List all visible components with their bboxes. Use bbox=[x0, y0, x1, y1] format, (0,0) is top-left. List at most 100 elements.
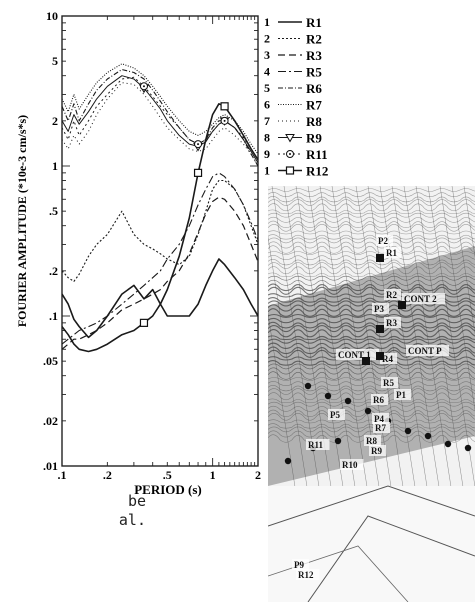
map-station-dot bbox=[444, 440, 452, 448]
map-label: CONT 1 bbox=[338, 350, 371, 360]
legend-number: 9 bbox=[264, 147, 270, 161]
map-control-marker bbox=[362, 357, 370, 365]
y-tick-label: .05 bbox=[43, 354, 58, 368]
legend-number: 3 bbox=[264, 48, 270, 62]
series-line-r8 bbox=[62, 82, 258, 167]
series-line-r12 bbox=[62, 103, 258, 353]
map-contour-line bbox=[268, 224, 475, 232]
legend-label: R5 bbox=[306, 65, 322, 80]
legend-number: 7 bbox=[264, 114, 270, 128]
map-label-bg bbox=[369, 445, 386, 456]
map-label: P3 bbox=[374, 304, 384, 314]
legend-label: R2 bbox=[306, 32, 322, 47]
caption-fragment-2: al. bbox=[118, 511, 146, 529]
map-label: P5 bbox=[330, 410, 340, 420]
legend-label: R6 bbox=[306, 81, 322, 96]
plot-frame bbox=[61, 15, 259, 467]
map-station-dot bbox=[344, 397, 352, 405]
map-contour-line bbox=[268, 313, 475, 319]
map-contour-line bbox=[268, 272, 475, 277]
map-label-bg bbox=[373, 422, 390, 433]
map-contour-line bbox=[268, 262, 475, 269]
legend-number: 2 bbox=[264, 32, 270, 46]
map-contour-line bbox=[268, 245, 475, 254]
x-tick-label: 2 bbox=[255, 468, 261, 482]
y-tick-label: .5 bbox=[49, 204, 58, 218]
map-street bbox=[319, 186, 371, 507]
map-station-dot bbox=[304, 382, 312, 390]
map-contour-line bbox=[268, 196, 475, 203]
map-control-marker bbox=[398, 301, 406, 309]
map-contour-line bbox=[268, 251, 475, 255]
legend-marker-r11-dot bbox=[289, 153, 291, 155]
map-label: P4 bbox=[374, 414, 384, 424]
map-label-bg bbox=[336, 349, 379, 360]
map-station-dot bbox=[404, 427, 412, 435]
y-tick-label: 2 bbox=[52, 114, 58, 128]
map-contour-line bbox=[268, 192, 475, 197]
map-lower-area bbox=[268, 486, 475, 602]
map-label-bg bbox=[394, 389, 411, 400]
map-street bbox=[439, 186, 475, 412]
map-contour-line bbox=[268, 212, 475, 218]
map-street bbox=[451, 186, 475, 335]
map-station-dot bbox=[324, 392, 332, 400]
caption-fragment-1: be bbox=[127, 492, 146, 510]
map-contour-line bbox=[268, 286, 475, 295]
y-tick-label: .2 bbox=[49, 264, 58, 278]
legend-label: R1 bbox=[306, 15, 322, 30]
map-label-bg bbox=[384, 247, 401, 258]
map-contour-line bbox=[268, 259, 475, 266]
legend-number: 8 bbox=[264, 131, 270, 145]
series-line-r6 bbox=[62, 68, 258, 167]
map-label-bg bbox=[381, 377, 398, 388]
map-control-marker bbox=[376, 352, 384, 360]
map-label-bg bbox=[372, 413, 389, 424]
map-label: R8 bbox=[366, 436, 377, 446]
map-label-bg bbox=[328, 409, 345, 420]
legend-label: R7 bbox=[306, 98, 322, 113]
series-marker-r11-dot bbox=[223, 119, 226, 122]
map-label: R3 bbox=[386, 318, 397, 328]
map-urban-area bbox=[268, 246, 475, 486]
series-line-r11 bbox=[62, 76, 258, 161]
map-label: R9 bbox=[371, 446, 382, 456]
map-label-bg bbox=[371, 394, 388, 405]
series-marker-r11-dot bbox=[197, 143, 200, 146]
map-station-dot bbox=[334, 437, 342, 445]
map-label: R1 bbox=[386, 248, 397, 258]
y-tick-label: .02 bbox=[43, 414, 58, 428]
map-contour-line bbox=[268, 377, 475, 381]
map-contour-line bbox=[268, 188, 475, 192]
map-label: CONT 2 bbox=[404, 294, 437, 304]
map-contour-line bbox=[268, 283, 475, 292]
legend-label: R12 bbox=[306, 164, 328, 179]
map-street bbox=[307, 186, 359, 507]
map-label-bg bbox=[292, 559, 309, 570]
legend-number: 4 bbox=[264, 65, 270, 79]
legend-label: R9 bbox=[306, 131, 322, 146]
map-label: R4 bbox=[382, 354, 393, 364]
legend-label: R8 bbox=[306, 114, 322, 129]
map-label: R10 bbox=[342, 460, 358, 470]
map-station-dot bbox=[364, 407, 372, 415]
map-contour-line bbox=[268, 266, 475, 275]
map-street bbox=[283, 186, 335, 507]
map-street bbox=[271, 186, 323, 507]
map-contour-line bbox=[268, 335, 475, 341]
map-contour-line bbox=[268, 279, 475, 286]
map-contour-line bbox=[268, 363, 475, 370]
x-tick-label: .2 bbox=[103, 468, 112, 482]
map-label-bg bbox=[406, 345, 449, 356]
series-line-r1 bbox=[62, 258, 258, 339]
series-marker-r12 bbox=[193, 168, 203, 177]
x-axis-title: PERIOD (s) bbox=[134, 482, 202, 497]
series-line-r2 bbox=[62, 179, 258, 282]
y-tick-label: 5 bbox=[52, 54, 58, 68]
map-label: R6 bbox=[373, 395, 384, 405]
map-label: CONT P bbox=[408, 346, 442, 356]
map-label-bg bbox=[372, 303, 389, 314]
